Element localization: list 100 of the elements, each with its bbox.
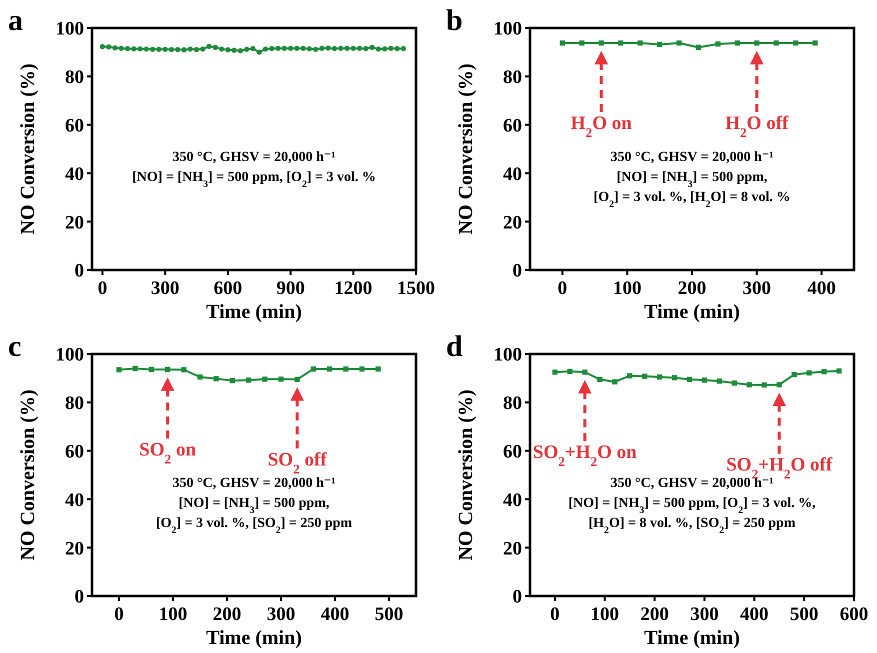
point — [672, 375, 678, 380]
y-tick-label: 60 — [503, 115, 522, 136]
chart-title: b — [446, 4, 463, 37]
y-tick-label: 100 — [494, 18, 522, 40]
y-axis-title: NO Conversion (%) — [455, 63, 477, 235]
chart-title: d — [446, 330, 463, 363]
y-tick-label: 40 — [65, 490, 84, 511]
x-tick-label: 100 — [612, 278, 642, 299]
point — [116, 367, 122, 372]
point — [582, 370, 588, 375]
point — [310, 366, 316, 372]
annotation: [NO] = [NH$_{3}$] = 500 ppm, — [616, 170, 768, 190]
y-tick-label: 20 — [503, 538, 522, 560]
y-tick-label: 0 — [512, 586, 522, 608]
y-tick-label: 60 — [503, 441, 522, 462]
point — [376, 366, 381, 372]
x-axis-title: Time (min) — [206, 301, 302, 323]
ref-line-label: H$_{2}$O off — [725, 113, 790, 140]
ref-line-label: SO$_{2}$+H$_{2}$O on — [532, 442, 638, 469]
point — [567, 368, 572, 374]
chart-title: c — [8, 330, 22, 363]
point — [327, 366, 332, 372]
x-tick-label: 400 — [807, 278, 836, 299]
x-tick-label: 600 — [214, 278, 242, 299]
y-tick-label: 40 — [503, 164, 522, 185]
point — [836, 368, 842, 374]
point — [230, 378, 235, 384]
x-tick-label: 300 — [690, 604, 719, 625]
y-tick-label: 80 — [503, 393, 522, 414]
annotation: 350 °C, GHSV = 20,000 h⁻¹ — [172, 476, 336, 492]
x-tick-label: 1500 — [397, 278, 435, 299]
x-axis-title: Time (min) — [206, 627, 302, 649]
ref-line-label: SO$_{2}$ off — [268, 449, 328, 476]
annotation: [O$_{2}$] = 3 vol. %, [SO$_{2}$] = 250 ppm — [156, 516, 352, 536]
point — [657, 374, 662, 380]
point — [181, 367, 186, 372]
point — [716, 378, 722, 384]
point — [702, 378, 708, 383]
y-tick-label: 0 — [512, 260, 522, 282]
ref-line-label: H$_{2}$O on — [570, 113, 632, 140]
x-tick-label: 600 — [840, 604, 868, 625]
x-tick-label: 200 — [212, 604, 242, 625]
x-axis-title: Time (min) — [644, 627, 740, 649]
point — [278, 376, 284, 382]
y-axis-title: NO Conversion (%) — [17, 63, 39, 235]
x-tick-label: 400 — [320, 604, 350, 625]
y-tick-label: 80 — [65, 67, 84, 88]
x-tick-label: 400 — [740, 604, 769, 625]
x-tick-label: 500 — [374, 604, 404, 625]
y-tick-label: 0 — [74, 260, 84, 282]
x-tick-label: 100 — [590, 604, 620, 625]
ref-line-label: SO$_{2}$ on — [139, 439, 196, 466]
point — [597, 376, 602, 382]
x-tick-label: 300 — [742, 278, 772, 299]
x-tick-label: 0 — [558, 278, 568, 299]
point — [294, 376, 300, 382]
point — [197, 374, 203, 380]
point — [343, 366, 348, 372]
y-tick-label: 20 — [65, 538, 84, 560]
y-axis-title: NO Conversion (%) — [455, 389, 477, 561]
point — [732, 380, 737, 386]
y-axis-title: NO Conversion (%) — [17, 389, 39, 561]
point — [686, 376, 692, 382]
x-tick-label: 500 — [790, 604, 818, 625]
annotation: [O$_{2}$] = 3 vol. %, [H$_{2}$O] = 8 vol. % — [594, 190, 790, 210]
point — [552, 370, 558, 375]
x-tick-label: 900 — [276, 278, 305, 299]
y-tick-label: 60 — [65, 115, 84, 136]
x-tick-label: 100 — [158, 604, 188, 625]
point — [246, 378, 252, 383]
x-tick-label: 0 — [550, 604, 560, 625]
y-tick-label: 80 — [65, 393, 84, 414]
point — [806, 370, 812, 376]
annotation: 350 °C, GHSV = 20,000 h⁻¹ — [172, 150, 336, 166]
x-tick-label: 300 — [266, 604, 296, 625]
y-tick-label: 100 — [56, 344, 84, 366]
point — [762, 382, 767, 388]
annotation: [H$_{2}$O] = 8 vol. %, [SO$_{2}$] = 250 ppm — [588, 516, 796, 536]
point — [821, 369, 827, 374]
x-axis-title: Time (min) — [644, 301, 740, 323]
point — [359, 366, 365, 372]
annotation: 350 °C, GHSV = 20,000 h⁻¹ — [610, 150, 774, 166]
y-tick-label: 0 — [74, 586, 84, 608]
x-tick-label: 1200 — [334, 278, 372, 299]
y-tick-label: 40 — [65, 164, 84, 185]
point — [612, 379, 618, 384]
point — [165, 366, 170, 372]
point — [642, 374, 648, 379]
y-tick-label: 80 — [503, 67, 522, 88]
point — [132, 366, 138, 372]
y-tick-label: 20 — [503, 212, 522, 234]
x-tick-label: 0 — [114, 604, 124, 625]
x-tick-label: 200 — [678, 278, 706, 299]
annotation: [NO] = [NH$_{3}$] = 500 ppm, — [178, 496, 330, 516]
y-tick-label: 100 — [56, 18, 84, 40]
point — [262, 376, 268, 382]
annotation: [NO] = [NH$_{3}$] = 500 ppm, [O$_{2}$] = 3 vol. % — [132, 170, 376, 190]
y-tick-label: 40 — [503, 490, 522, 511]
point — [627, 373, 632, 378]
y-tick-label: 20 — [65, 212, 84, 234]
